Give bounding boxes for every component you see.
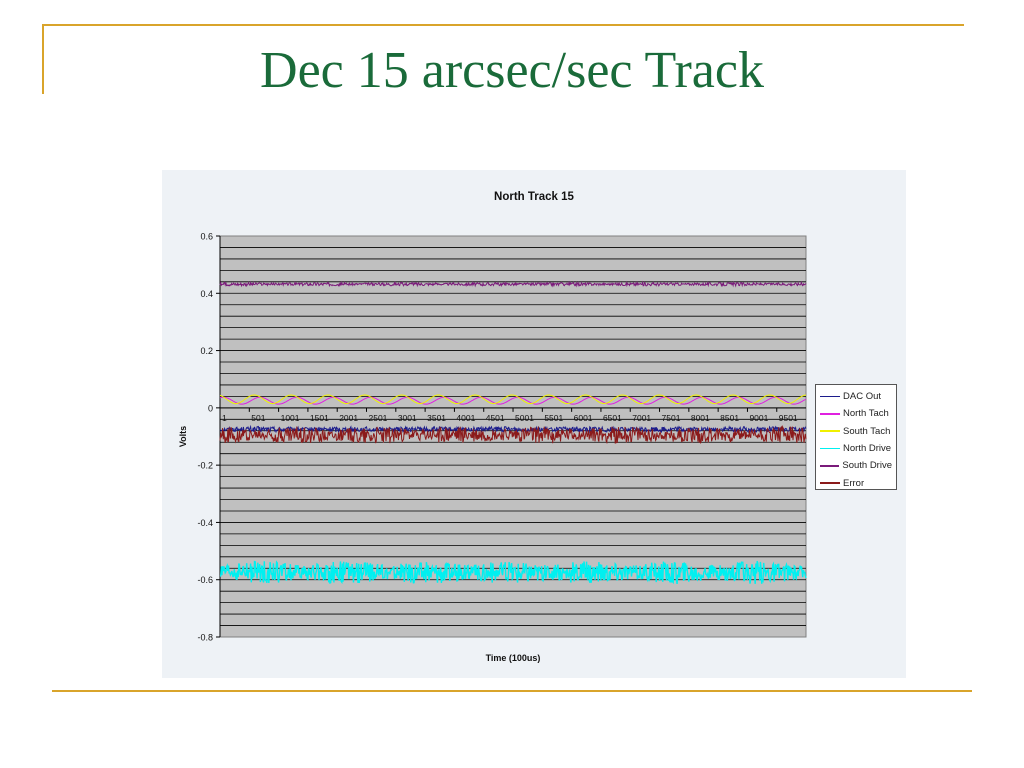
series-line-north-tach [219,396,807,405]
line-chart: North Track 15 0.6 0.4 0.2 0 -0.2 -0.4 -0.6 -0.8… [178,191,807,663]
x-tick-label: 9501 [779,413,798,423]
series-line-north-drive [219,560,807,585]
legend-swatch [820,395,840,398]
x-tick-label: 2001 [339,413,358,423]
x-axis-label: Time (100us) [486,653,541,663]
x-tick-label: 7501 [662,413,681,423]
x-tick-label: 7001 [632,413,651,423]
legend-item: Error [820,474,892,491]
legend-label: North Tach [843,408,889,420]
slide-title: Dec 15 arcsec/sec Track [260,42,764,99]
legend-swatch [820,482,840,484]
y-tick-label: -0.6 [197,575,213,585]
y-tick-label: -0.4 [197,518,213,528]
series-line-error [219,424,807,445]
y-tick-label: 0.2 [200,346,213,356]
chart-panel: North Track 15 0.6 0.4 0.2 0 -0.2 -0.4 -0.6 -0.8… [162,170,906,678]
x-tick-label: 9001 [749,413,768,423]
x-tick-label: 1 [222,413,227,423]
x-tick-label: 5001 [515,413,534,423]
series-line-south-drive [219,280,807,288]
chart-title: North Track 15 [494,191,574,203]
bottom-rule [52,690,972,692]
x-tick-label: 2501 [369,413,388,423]
legend-item: South Tach [820,423,892,440]
y-tick-label: -0.2 [197,461,213,471]
legend-item: North Tach [820,405,892,422]
legend-label: DAC Out [843,391,882,403]
series-line-south-tach [219,394,807,405]
legend-label: South Tach [843,425,891,437]
legend-swatch [820,430,840,433]
legend-swatch [820,447,840,450]
x-tick-label: 4001 [456,413,475,423]
legend-item: South Drive [820,457,892,474]
x-tick-label: 1001 [281,413,300,423]
y-tick-label: -0.8 [197,633,213,643]
legend-item: DAC Out [820,388,892,405]
x-tick-label: 5501 [544,413,563,423]
y-tick-label: 0.4 [200,289,213,299]
y-axis-label: Volts [178,426,188,447]
x-tick-label: 4501 [486,413,505,423]
legend-item: North Drive [820,440,892,457]
y-tick-label: 0 [208,403,213,413]
chart-legend: DAC Out North Tach South Tach North Drive So… [815,384,897,490]
left-rule [42,24,44,94]
x-tick-label: 501 [251,413,265,423]
legend-swatch [820,465,840,467]
x-tick-label: 8001 [691,413,710,423]
x-tick-label: 6001 [574,413,593,423]
x-tick-label: 1501 [310,413,329,423]
y-tick-label: 0.6 [200,232,213,242]
legend-label: South Drive [842,460,892,472]
legend-label: North Drive [843,443,892,455]
x-tick-label: 3001 [398,413,417,423]
x-tick-label: 8501 [720,413,739,423]
x-tick-label: 6501 [603,413,622,423]
x-tick-label: 3501 [427,413,446,423]
top-rule [42,24,964,26]
legend-label: Error [843,477,865,489]
legend-swatch [820,413,840,415]
